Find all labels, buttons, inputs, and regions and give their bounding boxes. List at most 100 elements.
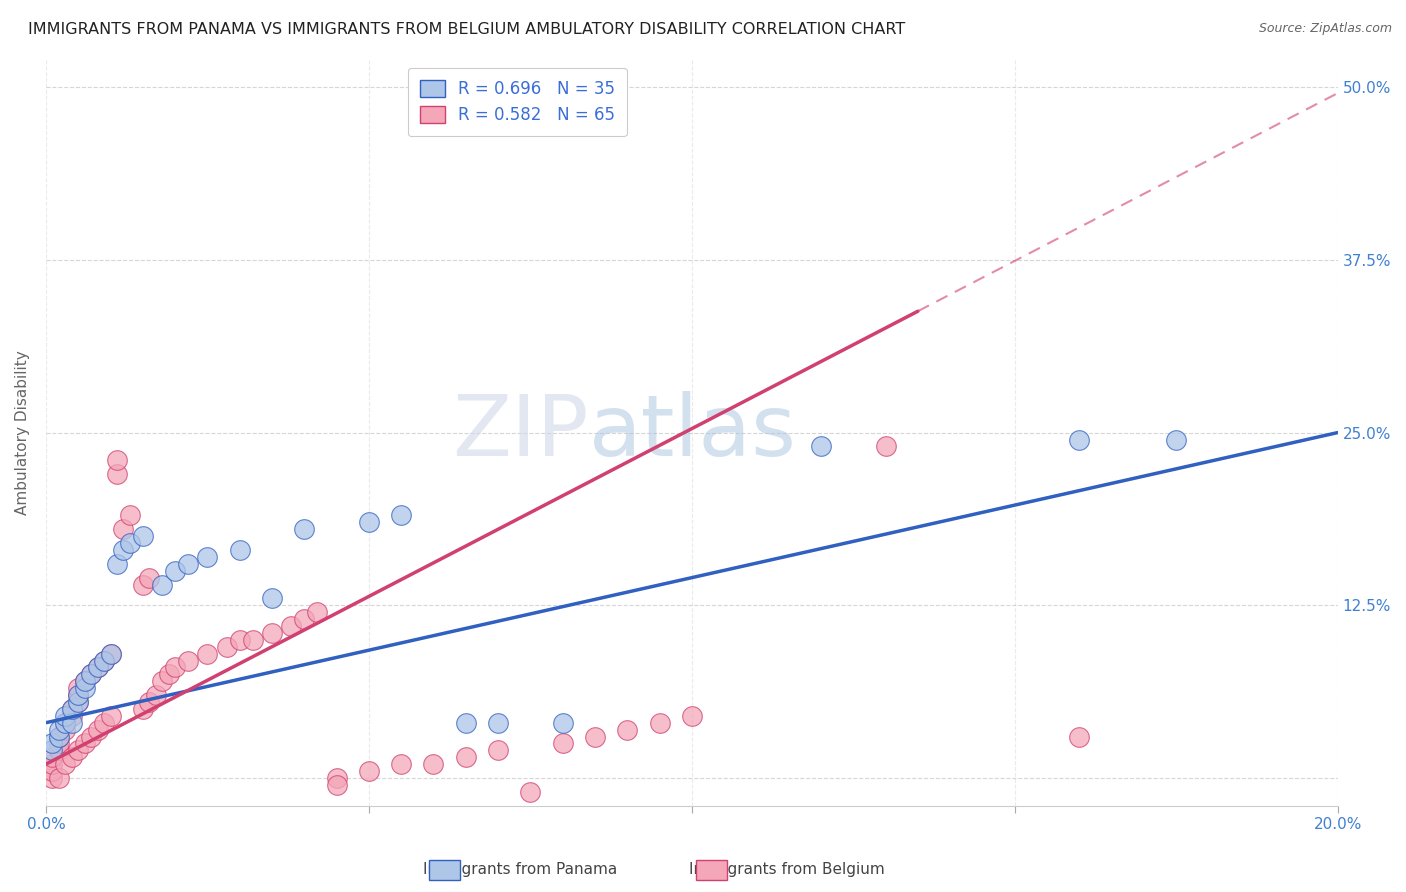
Point <box>105 467 128 481</box>
Text: Source: ZipAtlas.com: Source: ZipAtlas.com <box>1258 22 1392 36</box>
Text: IMMIGRANTS FROM PANAMA VS IMMIGRANTS FROM BELGIUM AMBULATORY DISABILITY CORRELAT: IMMIGRANTS FROM PANAMA VS IMMIGRANTS FRO… <box>28 22 905 37</box>
Point <box>325 771 347 785</box>
Point <box>93 654 115 668</box>
Point <box>41 757 63 772</box>
Point <box>242 632 264 647</box>
Text: Immigrants from Panama: Immigrants from Panama <box>423 863 617 877</box>
Point <box>177 654 200 668</box>
Point <box>486 715 509 730</box>
Point <box>138 695 160 709</box>
Point <box>48 743 70 757</box>
Point <box>67 743 90 757</box>
Point <box>60 702 83 716</box>
Point <box>165 660 187 674</box>
Point <box>73 736 96 750</box>
Point <box>1069 730 1091 744</box>
Point <box>357 764 380 778</box>
Point <box>157 667 180 681</box>
Point <box>73 681 96 695</box>
Point <box>48 771 70 785</box>
Point <box>41 764 63 778</box>
Point <box>73 674 96 689</box>
Point <box>60 715 83 730</box>
Point <box>454 750 477 764</box>
Point <box>105 557 128 571</box>
Point <box>48 723 70 737</box>
Point <box>551 736 574 750</box>
Point <box>80 667 103 681</box>
Point <box>325 778 347 792</box>
Point <box>60 702 83 716</box>
Text: atlas: atlas <box>589 391 796 474</box>
Point <box>1069 433 1091 447</box>
Point <box>67 695 90 709</box>
Point <box>280 619 302 633</box>
Point <box>41 771 63 785</box>
Point <box>93 715 115 730</box>
Point <box>53 708 76 723</box>
Point <box>486 743 509 757</box>
Point <box>41 736 63 750</box>
Text: ZIP: ZIP <box>451 391 589 474</box>
Point <box>616 723 638 737</box>
Point <box>389 508 412 523</box>
Point <box>177 557 200 571</box>
Point <box>67 688 90 702</box>
Point <box>73 674 96 689</box>
Point <box>422 757 444 772</box>
Point <box>260 626 283 640</box>
Point <box>150 674 173 689</box>
Point <box>48 736 70 750</box>
Point <box>67 688 90 702</box>
Point <box>132 702 155 716</box>
Point <box>80 730 103 744</box>
Point <box>875 439 897 453</box>
Point <box>48 730 70 744</box>
Point <box>583 730 606 744</box>
Point <box>519 785 541 799</box>
Point <box>132 577 155 591</box>
Point <box>48 730 70 744</box>
Point <box>118 536 141 550</box>
Point <box>454 715 477 730</box>
Point <box>41 750 63 764</box>
Point <box>1166 433 1188 447</box>
Text: Immigrants from Belgium: Immigrants from Belgium <box>689 863 886 877</box>
Point <box>389 757 412 772</box>
Point <box>307 605 329 619</box>
Point <box>67 695 90 709</box>
Point <box>41 743 63 757</box>
Point <box>150 577 173 591</box>
Point <box>112 522 135 536</box>
Point <box>145 688 167 702</box>
Point <box>86 660 108 674</box>
Point <box>260 591 283 606</box>
Y-axis label: Ambulatory Disability: Ambulatory Disability <box>15 351 30 515</box>
Point <box>681 708 703 723</box>
Point <box>93 654 115 668</box>
Point <box>551 715 574 730</box>
Point <box>53 757 76 772</box>
Point <box>132 529 155 543</box>
Point <box>292 522 315 536</box>
Point <box>112 543 135 558</box>
Point <box>165 564 187 578</box>
Point <box>810 439 832 453</box>
Point <box>228 543 250 558</box>
Legend: R = 0.696   N = 35, R = 0.582   N = 65: R = 0.696 N = 35, R = 0.582 N = 65 <box>408 68 627 136</box>
Point <box>86 723 108 737</box>
Point <box>197 549 219 564</box>
Point <box>357 516 380 530</box>
Point <box>100 708 122 723</box>
Point <box>648 715 671 730</box>
Point <box>292 612 315 626</box>
Point <box>215 640 238 654</box>
Point <box>53 715 76 730</box>
Point <box>80 667 103 681</box>
Point <box>86 660 108 674</box>
Point <box>228 632 250 647</box>
Point <box>100 647 122 661</box>
Point <box>60 708 83 723</box>
Point <box>100 647 122 661</box>
Point <box>60 750 83 764</box>
